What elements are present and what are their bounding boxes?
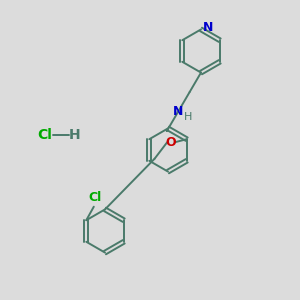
Text: H: H: [184, 112, 192, 122]
Text: O: O: [166, 136, 176, 149]
Text: H: H: [69, 128, 81, 142]
Text: Cl: Cl: [38, 128, 52, 142]
Text: Cl: Cl: [89, 191, 102, 204]
Text: N: N: [203, 21, 214, 34]
Text: N: N: [173, 105, 183, 118]
